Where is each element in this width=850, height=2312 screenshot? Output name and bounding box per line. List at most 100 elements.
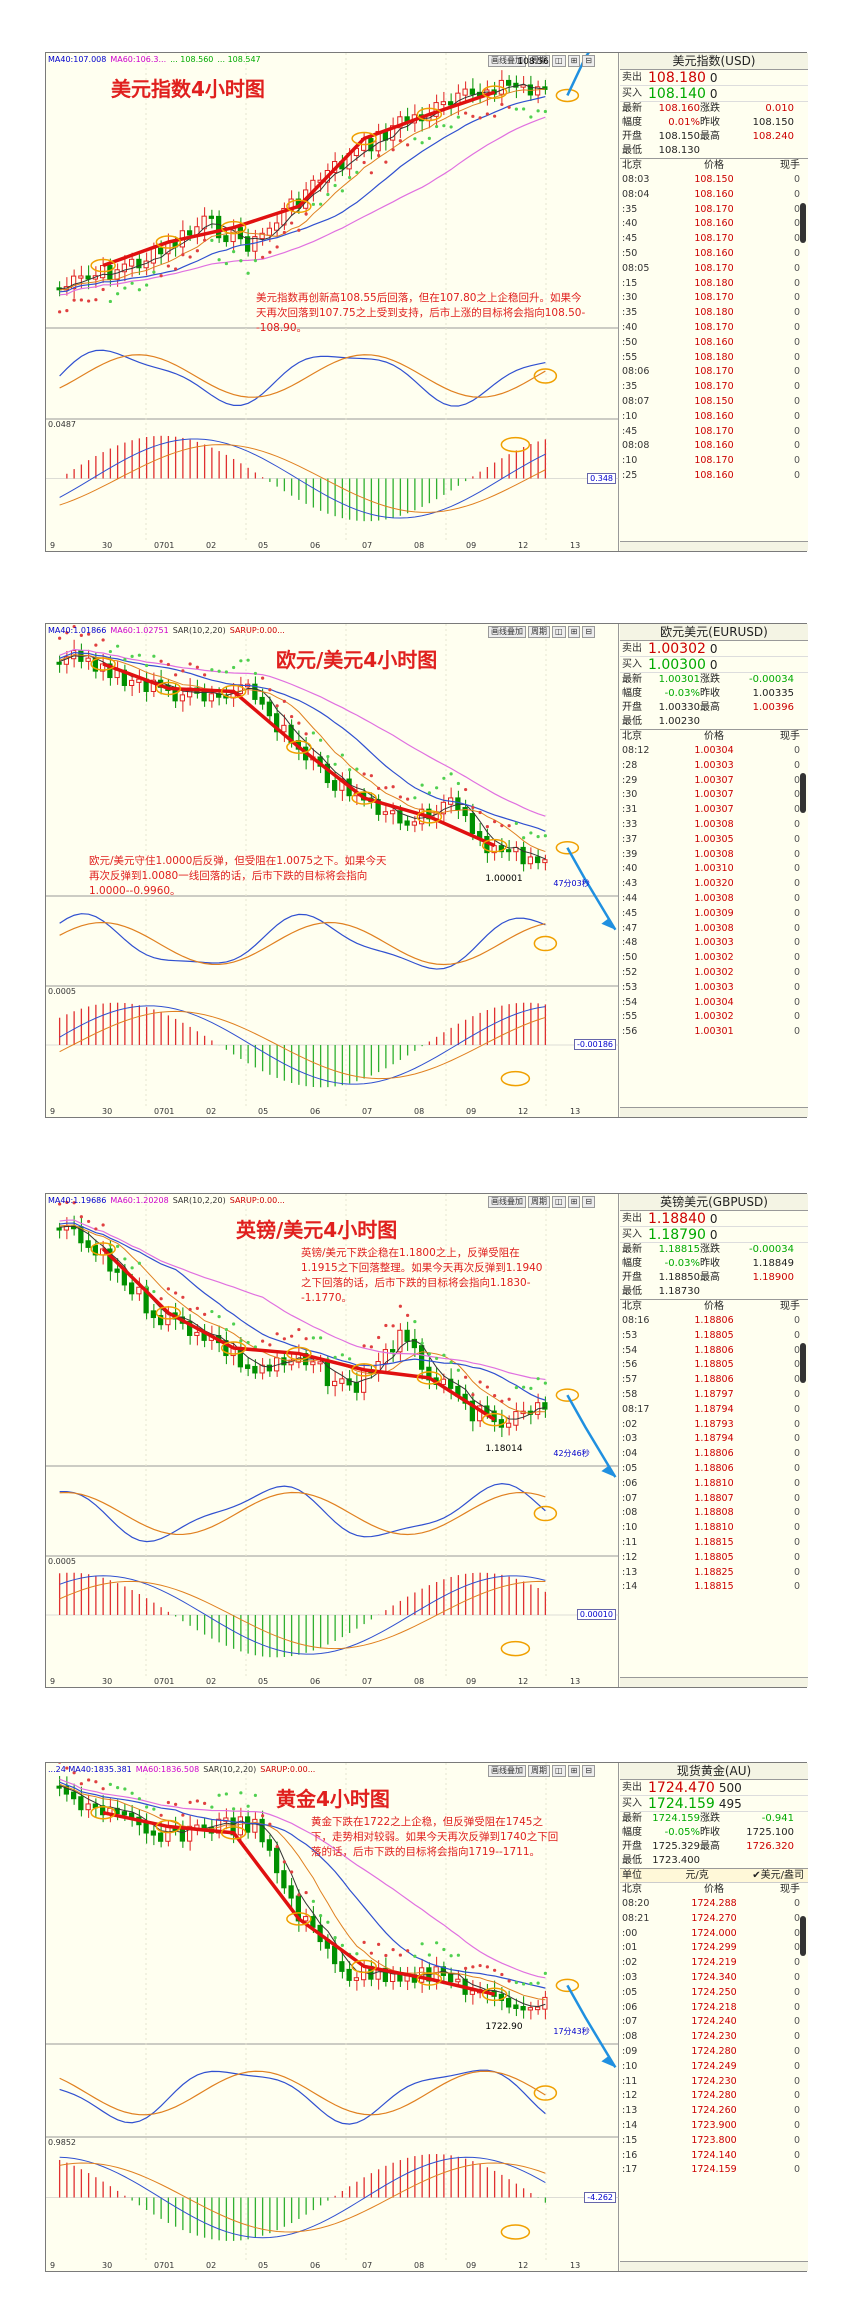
window-control-icon[interactable]: ⊟ xyxy=(582,1765,595,1777)
stats-block: 最新 1.18815 涨跌 -0.00034 幅度 -0.03% 昨收 1.18849 开盘 1.… xyxy=(620,1243,808,1300)
tick-cell: 0 xyxy=(793,1315,800,1326)
toolbar-button[interactable]: 周期 xyxy=(528,1765,550,1777)
tick-row: :50 1.00302 0 xyxy=(620,951,808,966)
tick-cell: 1.18805 xyxy=(694,1329,734,1341)
pivot-circle xyxy=(286,1912,312,1926)
stat-cell: 1.00335 xyxy=(752,688,794,699)
scrollbar-thumb[interactable] xyxy=(800,1916,806,1956)
window-control-icon[interactable]: ⊞ xyxy=(567,1196,581,1208)
sar-dot xyxy=(464,787,468,792)
tick-cell: 0 xyxy=(793,1566,800,1578)
sar-dot xyxy=(239,259,243,263)
tick-cell: 0 xyxy=(793,774,800,786)
toolbar-button[interactable]: 周期 xyxy=(528,55,550,67)
sar-dot xyxy=(137,1261,141,1265)
sar-dot xyxy=(130,281,134,285)
sar-dot xyxy=(500,1972,504,1977)
window-control-icon[interactable]: ⊟ xyxy=(582,1196,595,1208)
tick-cell: 1724.299 xyxy=(691,1942,737,1954)
stat-cell: 开盘 xyxy=(622,131,642,142)
toolbar-button[interactable]: 周期 xyxy=(528,1196,550,1208)
window-control-icon[interactable]: ⊞ xyxy=(567,55,581,67)
tick-cell: 0 xyxy=(793,1011,800,1023)
scrollbar-thumb[interactable] xyxy=(800,203,806,243)
stat-cell: 1.18900 xyxy=(752,1272,794,1283)
unit-option[interactable]: 元/克 xyxy=(685,1870,709,1881)
sar-dot xyxy=(485,112,489,116)
tick-cell: 1724.140 xyxy=(691,2149,737,2161)
macd-scale-label: 0.0487 xyxy=(48,420,76,429)
chart-title: 欧元/美元4小时图 xyxy=(276,648,438,672)
toolbar-button[interactable]: 周期 xyxy=(528,626,550,638)
stats-row: 幅度 -0.03% 昨收 1.00335 xyxy=(620,687,808,701)
candle xyxy=(208,215,214,219)
window-control-icon[interactable]: ⊟ xyxy=(582,55,595,67)
sar-dot xyxy=(514,1385,518,1390)
toolbar-button[interactable]: 画线叠加 xyxy=(488,1765,526,1777)
window-control-icon[interactable]: ◫ xyxy=(552,626,566,638)
tick-cell: 1.00303 xyxy=(694,937,734,949)
stats-row: 开盘 1.00330 最高 1.00396 xyxy=(620,701,808,715)
window-control-icon[interactable]: ◫ xyxy=(552,1765,566,1777)
sar-dot xyxy=(232,249,236,254)
stat-cell: 幅度 xyxy=(622,688,642,699)
sar-dot xyxy=(456,1953,460,1957)
stat-cell: -0.00034 xyxy=(749,1244,794,1255)
chart-area: MA40:107.008 MA60:106.3...... 108.560... … xyxy=(46,53,619,551)
tick-cell: 0 xyxy=(793,1433,800,1445)
toolbar-button[interactable]: 画线叠加 xyxy=(488,626,526,638)
sell-label: 卖出 xyxy=(622,72,642,83)
tick-cell: 108.170 xyxy=(694,366,734,378)
window-control-icon[interactable]: ⊞ xyxy=(567,1765,581,1777)
sar-dot xyxy=(79,1215,83,1219)
window-control-icon[interactable]: ◫ xyxy=(552,55,566,67)
pivot-circle xyxy=(286,1346,312,1361)
tick-cell: :55 xyxy=(622,1011,638,1023)
sar-dot xyxy=(529,831,533,835)
sell-label: 卖出 xyxy=(622,1782,642,1793)
tick-cell: :10 xyxy=(622,1522,638,1534)
tick-cell: 1.18808 xyxy=(694,1507,734,1519)
tick-row: :53 1.18805 0 xyxy=(620,1329,808,1344)
indicator-value: MA40:1.19686 xyxy=(48,1196,107,1205)
scrollbar-thumb[interactable] xyxy=(800,1342,806,1383)
sar-dot xyxy=(261,1339,265,1343)
chart-title: 美元指数4小时图 xyxy=(111,77,265,101)
tick-row: :02 1724.219 0 xyxy=(620,1956,808,1971)
x-tick-label: 30 xyxy=(102,1677,113,1686)
unit-option-selected[interactable]: ✔美元/盎司 xyxy=(752,1870,804,1881)
toolbar-button[interactable]: 画线叠加 xyxy=(488,1196,526,1208)
tick-row: :35 108.180 0 xyxy=(620,306,808,321)
scrollbar-thumb[interactable] xyxy=(800,772,806,813)
tick-cell: 0 xyxy=(793,336,800,348)
sar-dot xyxy=(522,107,526,111)
sar-dot xyxy=(398,795,402,799)
window-control-icon[interactable]: ◫ xyxy=(552,1196,566,1208)
pivot-circle xyxy=(155,1306,182,1320)
stat-cell xyxy=(700,1854,730,1868)
stats-block: 最新 1.00301 涨跌 -0.00034 幅度 -0.03% 昨收 1.00335 开盘 1.… xyxy=(620,673,808,730)
pivot-circle xyxy=(416,1371,443,1385)
candle xyxy=(194,1331,200,1336)
quote-panel: 欧元美元(EURUSD) 卖出 1.00302 0 买入 1.00300 0 最新 1.0030… xyxy=(620,624,808,1117)
tick-row: :09 1724.280 0 xyxy=(620,2045,808,2060)
sar-dot xyxy=(268,1822,272,1826)
sar-dot xyxy=(261,255,265,259)
stats-block: 最新 108.160 涨跌 0.010 幅度 0.01% 昨收 108.150 开盘 108.15… xyxy=(620,102,808,159)
toolbar-button[interactable]: 画线叠加 xyxy=(488,55,526,67)
tick-cell: 0 xyxy=(793,1507,800,1519)
quote-panel: 现货黄金(AU) 卖出 1724.470 500 买入 1724.159 495 最新 1724… xyxy=(620,1763,808,2271)
sar-dot xyxy=(253,671,257,676)
tick-cell: 1.00302 xyxy=(694,952,734,964)
window-control-icon[interactable]: ⊞ xyxy=(567,626,581,638)
sar-dot xyxy=(377,153,381,158)
stat-cell xyxy=(700,1285,730,1299)
candle xyxy=(136,258,142,269)
stat-cell: -0.941 xyxy=(761,1813,794,1824)
sar-dot xyxy=(362,1344,366,1348)
sar-dot xyxy=(203,1801,207,1805)
sar-dot xyxy=(478,1380,482,1384)
sar-dot xyxy=(442,1947,446,1952)
window-control-icon[interactable]: ⊟ xyxy=(582,626,595,638)
tick-row: 08:16 1.18806 0 xyxy=(620,1314,808,1329)
